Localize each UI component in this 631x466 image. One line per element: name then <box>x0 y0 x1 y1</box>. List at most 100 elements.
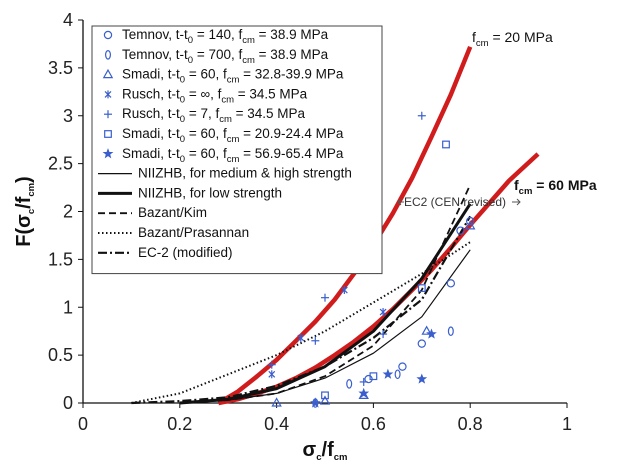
marker-diamond <box>346 379 353 389</box>
data-point-circle <box>456 226 465 235</box>
y-tick-label: 1.5 <box>48 249 73 269</box>
data-point-triangle <box>271 397 282 407</box>
marker-triangle <box>271 397 282 407</box>
data-point-circle <box>466 216 475 226</box>
data-point-square <box>442 140 450 149</box>
arrow-left-icon <box>397 198 404 206</box>
marker-circle <box>103 30 113 40</box>
data-point-plus <box>379 330 388 339</box>
annotation-fcm-20: fcm = 20 MPa <box>472 29 553 49</box>
marker-square <box>321 391 329 400</box>
legend-label: Smadi, t-t0 = 60, fcm = 20.9-24.4 MPa <box>122 126 344 145</box>
legend-label: EC-2 (modified) <box>138 245 233 260</box>
marker-triangle <box>319 395 331 405</box>
marker-star <box>426 328 437 339</box>
y-tick-label: 3.5 <box>48 58 73 78</box>
marker-triangle <box>421 325 432 335</box>
legend-label: Bazant/Kim <box>138 205 207 220</box>
marker-circle <box>446 279 456 288</box>
legend-label: Smadi, t-t0 = 60, fcm = 32.8-39.9 MPa <box>122 67 344 86</box>
y-tick-label: 2 <box>63 202 73 222</box>
marker-circle <box>398 362 407 371</box>
legend-marker-circle <box>103 30 113 40</box>
legend-marker-plus <box>104 110 112 119</box>
data-point-star <box>426 328 437 339</box>
legend-marker-star <box>102 148 114 159</box>
legend-marker-diamond <box>104 49 111 60</box>
data-point-star <box>358 387 370 399</box>
marker-circle <box>456 226 465 235</box>
legend-box <box>91 25 383 275</box>
marker-circle <box>417 339 426 348</box>
marker-star <box>102 148 114 159</box>
marker-diamond <box>394 369 401 380</box>
data-point-circle <box>417 339 426 348</box>
x-tick-label: 0.2 <box>167 414 192 434</box>
data-point-triangle <box>464 220 476 230</box>
legend-label: Temnov, t-t0 = 140, fcm = 38.9 MPa <box>122 27 329 46</box>
y-tick-label: 3 <box>63 106 73 126</box>
legend-marker-square <box>104 130 112 138</box>
y-tick-label: 0 <box>63 393 73 413</box>
y-tick-label: 0.5 <box>48 345 73 365</box>
marker-square <box>104 130 112 138</box>
marker-star <box>382 368 394 379</box>
data-point-plus <box>321 293 329 302</box>
x-axis-label: σc/fcm <box>303 439 348 463</box>
x-tick-label: 1 <box>562 414 572 434</box>
y-tick-label: 4 <box>63 10 73 30</box>
data-point-star <box>309 397 321 408</box>
marker-diamond <box>447 326 454 336</box>
legend-label: Smadi, t-t0 = 60, fcm = 56.9-65.4 MPa <box>122 146 344 165</box>
legend-label: Rusch, t-t0 = 7, fcm = 34.5 MPa <box>122 106 306 125</box>
y-tick-label: 1 <box>63 297 73 317</box>
data-point-triangle <box>421 325 432 335</box>
legend-marker-x <box>104 90 112 99</box>
legend-label: Rusch, t-t0 = ∞, fcm = 34.5 MPa <box>122 86 308 105</box>
curve-bazant-prasannan <box>131 241 471 404</box>
annotations: fcm = 20 MPa fcm = 60 MPa EC2 (CEN revised… <box>397 29 597 209</box>
marker-triangle <box>464 220 476 230</box>
legend-marker-triangle <box>102 68 114 79</box>
legend: Temnov, t-t0 = 140, fcm = 38.9 MPaTemnov… <box>91 25 383 275</box>
data-point-x <box>268 370 276 379</box>
x-tick-label: 0.6 <box>361 414 386 434</box>
data-point-plus <box>359 377 368 386</box>
data-point-plus <box>267 360 276 369</box>
curve-bazant-kim <box>179 184 472 404</box>
y-tick-label: 2.5 <box>48 154 73 174</box>
data-point-circle <box>446 279 456 288</box>
data-point-square <box>369 372 378 381</box>
data-point-diamond <box>394 369 401 380</box>
data-point-plus <box>311 336 320 345</box>
data-point-x <box>379 308 387 317</box>
marker-diamond <box>104 49 111 60</box>
marker-square <box>417 284 426 292</box>
marker-square <box>442 140 450 149</box>
axes: 0 0.2 0.4 0.6 0.8 1 0 0.5 1 1.5 2 2.5 3 3.5 4 σc/fcm F(σ… <box>13 10 572 463</box>
x-tick-label: 0 <box>78 414 88 434</box>
x-tick-label: 0.4 <box>264 414 289 434</box>
legend-label: Bazant/Prasannan <box>138 225 249 240</box>
y-axis-label: F(σc/fcm) <box>13 176 37 246</box>
data-point-star <box>416 373 428 384</box>
data-point-x <box>340 286 348 295</box>
data-point-diamond <box>346 379 353 389</box>
data-point-star <box>382 368 394 379</box>
annotation-fcm-60: fcm = 60 MPa <box>514 177 597 197</box>
curves <box>131 45 540 406</box>
marker-circle <box>466 216 475 226</box>
data-point-circle <box>398 362 407 371</box>
x-tick-label: 0.8 <box>458 414 483 434</box>
marker-star <box>416 373 428 384</box>
marker-square <box>369 372 378 381</box>
legend-label: NIIZHB, for medium & high strength <box>138 166 352 181</box>
data-point-plus <box>417 111 426 120</box>
curve-ec-2-modified- <box>131 215 472 405</box>
marker-star <box>309 397 321 408</box>
marker-star <box>358 387 370 399</box>
data-point-square <box>321 391 329 400</box>
annotation-ec2-cen-revised: EC2 (CEN revised) <box>404 195 506 209</box>
legend-label: NIIZHB, for low strength <box>138 185 282 200</box>
